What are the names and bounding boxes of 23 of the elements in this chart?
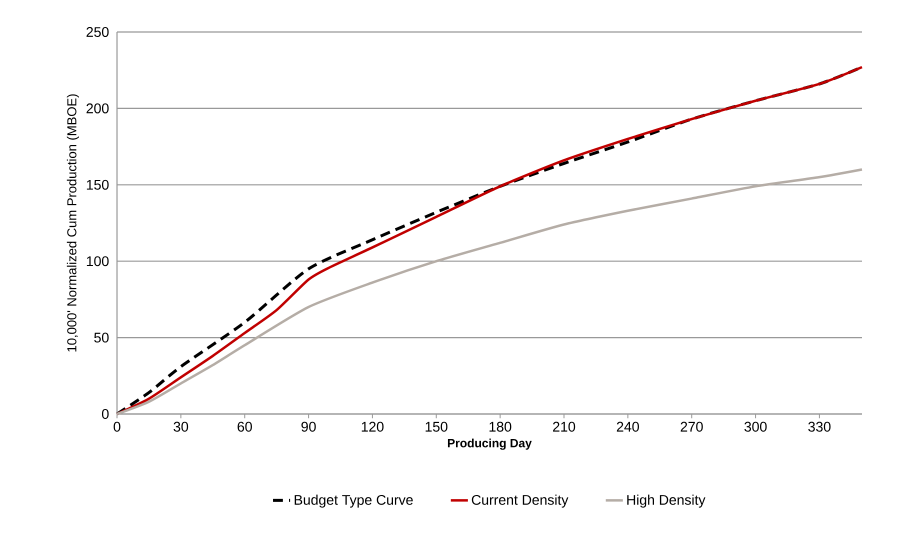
x-tick-label: 30 (174, 422, 188, 432)
x-tick-label: 270 (680, 422, 703, 432)
x-tick-label: 330 (808, 422, 831, 432)
legend-label: Current Density (472, 494, 568, 508)
legend-label: Budget Type Curve (294, 494, 413, 508)
y-tick-label: 200 (86, 103, 109, 114)
x-tick-label: 210 (553, 422, 576, 432)
y-tick-label: 0 (102, 409, 109, 419)
x-tick-label: 120 (362, 422, 384, 432)
x-tick-label: 90 (301, 422, 316, 432)
legend-label: High Density (627, 494, 706, 508)
y-tick-label: 150 (86, 180, 109, 190)
y-tick-label: 50 (94, 332, 109, 343)
y-axis-title: 10,000' Normalized Cum Production (MBOE) (66, 94, 79, 352)
x-tick-label: 300 (744, 422, 767, 432)
x-tick-label: 180 (490, 422, 512, 432)
x-tick-label: 150 (426, 422, 448, 432)
x-tick-label: 0 (114, 422, 120, 432)
x-tick-label: 60 (238, 422, 252, 432)
y-tick-label: 250 (86, 27, 109, 37)
y-tick-label: 100 (86, 256, 109, 266)
x-tick-label: 240 (616, 422, 639, 432)
x-axis-title: Producing Day (448, 438, 532, 450)
